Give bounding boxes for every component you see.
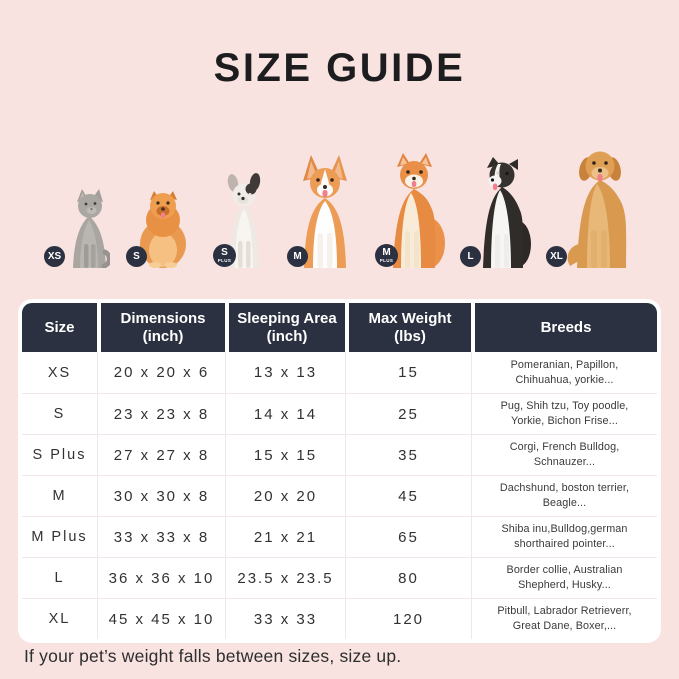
- cell-dimensions: 45 x 45 x 10: [97, 598, 225, 639]
- cell-breeds: Pitbull, Labrador Retrieverr, Great Dane…: [471, 598, 657, 639]
- cell-max-weight: 80: [345, 557, 471, 598]
- french-bulldog-image: [225, 173, 263, 268]
- cat-illustration: [73, 189, 110, 268]
- cell-breeds: Border collie, Australian Shepherd, Husk…: [471, 557, 657, 598]
- cell-sleeping-area: 20 x 20: [225, 475, 345, 516]
- cell-sleeping-area: 15 x 15: [225, 434, 345, 475]
- cell-size: S: [22, 393, 97, 434]
- cell-sleeping-area: 23.5 x 23.5: [225, 557, 345, 598]
- cell-breeds: Pug, Shih tzu, Toy poodle, Yorkie, Bicho…: [471, 393, 657, 434]
- table-header-row: Size Dimensions (inch) Sleeping Area (in…: [22, 303, 657, 352]
- cell-sleeping-area: 33 x 33: [225, 598, 345, 639]
- corgi-illustration: [303, 155, 347, 268]
- corgi-image: [295, 153, 355, 268]
- shiba-inu-illustration: [393, 153, 445, 268]
- pomeranian-image: [137, 188, 190, 268]
- cell-breeds: Pomeranian, Papillon, Chihuahua, yorkie.…: [471, 352, 657, 393]
- cell-dimensions: 23 x 23 x 8: [97, 393, 225, 434]
- cell-dimensions: 30 x 30 x 8: [97, 475, 225, 516]
- size-badge-s: S: [126, 246, 147, 267]
- badge-label: S: [133, 250, 140, 262]
- table-row: XL 45 x 45 x 10 33 x 33 120 Pitbull, Lab…: [22, 598, 657, 639]
- table-row: XS 20 x 20 x 6 13 x 13 15 Pomeranian, Pa…: [22, 352, 657, 393]
- cell-max-weight: 15: [345, 352, 471, 393]
- table-body: XS 20 x 20 x 6 13 x 13 15 Pomeranian, Pa…: [22, 352, 657, 639]
- page-title: SIZE GUIDE: [213, 46, 466, 90]
- cell-size: S Plus: [22, 434, 97, 475]
- table-row: L 36 x 36 x 10 23.5 x 23.5 80 Border col…: [22, 557, 657, 598]
- cell-size: XS: [47, 364, 72, 381]
- cell-dimensions: 33 x 33 x 8: [97, 516, 225, 557]
- cell-max-weight: 65: [345, 516, 471, 557]
- badge-label: XL: [550, 250, 563, 262]
- badge-sublabel: PLUS: [217, 257, 232, 263]
- column-header: Max Weight (lbs): [345, 303, 471, 352]
- golden-retriever-illustration: [567, 151, 627, 268]
- size-badge-s-plus: S PLUS: [213, 244, 236, 267]
- column-header-unit: (inch): [142, 327, 184, 345]
- badge-label: M: [293, 250, 302, 262]
- size-table: Size Dimensions (inch) Sleeping Area (in…: [18, 299, 661, 643]
- cell-dimensions: 20 x 20 x 6: [97, 352, 225, 393]
- border-collie-image: [473, 156, 533, 268]
- cell-size: M: [22, 475, 97, 516]
- size-badge-m: M: [287, 246, 308, 267]
- table-row: M Plus 33 x 33 x 8 21 x 21 65 Shiba inu,…: [22, 516, 657, 557]
- badge-label: S: [221, 246, 228, 258]
- cell-dimensions: 27 x 27 x 8: [97, 434, 225, 475]
- table-row: S 23 x 23 x 8 14 x 14 25 Pug, Shih tzu, …: [22, 393, 657, 434]
- column-header: Size: [22, 303, 97, 352]
- cell-max-weight: 120: [345, 598, 471, 639]
- column-header-label: Dimensions: [120, 309, 206, 327]
- border-collie-illustration: [483, 157, 531, 268]
- table-row: S Plus 27 x 27 x 8 15 x 15 35 Corgi, Fre…: [22, 434, 657, 475]
- column-header-label: Breeds: [540, 318, 592, 336]
- column-header-unit: (lbs): [394, 327, 426, 345]
- cell-max-weight: 45: [345, 475, 471, 516]
- size-badge-xs: XS: [44, 246, 65, 267]
- cell-max-weight: 25: [345, 393, 471, 434]
- shiba-inu-image: [377, 151, 447, 268]
- cell-size: L: [22, 557, 97, 598]
- cell-sleeping-area: 13 x 13: [225, 352, 345, 393]
- cell-dimensions: 36 x 36 x 10: [97, 557, 225, 598]
- golden-retriever-image: [562, 146, 640, 268]
- column-header: Sleeping Area (inch): [225, 303, 345, 352]
- column-header-label: Sleeping Area: [237, 309, 337, 327]
- size-badge-l: L: [460, 246, 481, 267]
- table-row: M 30 x 30 x 8 20 x 20 45 Dachshund, bost…: [22, 475, 657, 516]
- column-header: Dimensions (inch): [97, 303, 225, 352]
- badge-label: M: [382, 246, 391, 258]
- french-bulldog-illustration: [227, 173, 261, 268]
- pets-row: XS S S PLUS M M PLUS L XL: [0, 125, 679, 270]
- cell-size: XL: [22, 598, 97, 639]
- cell-breeds: Dachshund, boston terrier, Beagle...: [471, 475, 657, 516]
- badge-sublabel: PLUS: [379, 257, 394, 263]
- footer-note: If your pet’s weight falls between sizes…: [24, 646, 402, 666]
- cell-breeds: Shiba inu,Bulldog,german shorthaired poi…: [471, 516, 657, 557]
- cell-sleeping-area: 14 x 14: [225, 393, 345, 434]
- column-header: Breeds: [471, 303, 657, 352]
- cat-image: [68, 186, 110, 268]
- size-badge-xl: XL: [546, 246, 567, 267]
- size-badge-m-plus: M PLUS: [375, 244, 398, 267]
- cell-max-weight: 35: [345, 434, 471, 475]
- cell-size: M Plus: [22, 516, 97, 557]
- column-header-unit: (inch): [266, 327, 308, 345]
- cell-breeds: Corgi, French Bulldog, Schnauzer...: [471, 434, 657, 475]
- column-header-label: Max Weight: [368, 309, 452, 327]
- badge-label: XS: [47, 250, 62, 262]
- pomeranian-illustration: [140, 191, 186, 268]
- badge-label: L: [467, 250, 474, 262]
- column-header-label: Size: [44, 318, 75, 336]
- cell-sleeping-area: 21 x 21: [225, 516, 345, 557]
